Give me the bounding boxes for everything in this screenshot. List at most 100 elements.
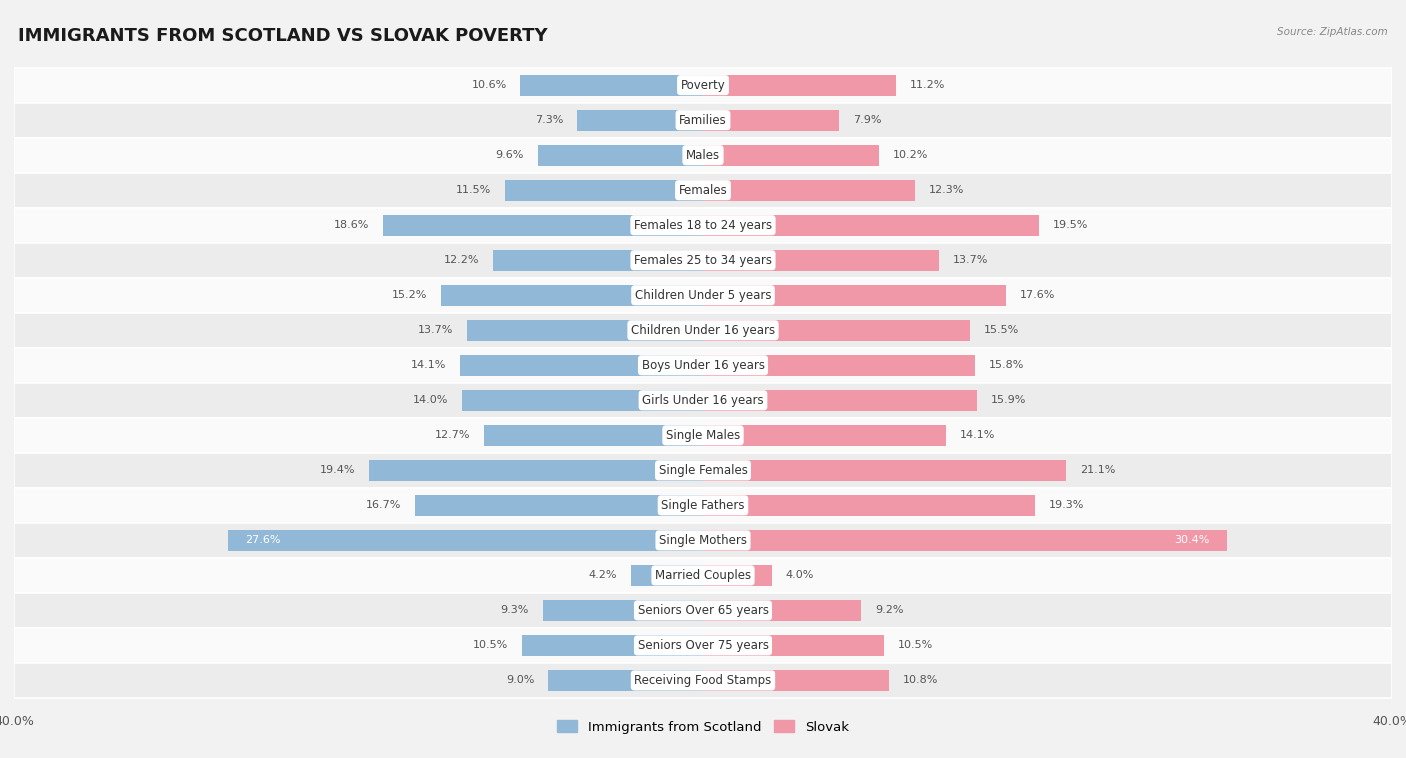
Bar — [14, 558, 1392, 593]
Bar — [461, 390, 703, 411]
Text: Females 25 to 34 years: Females 25 to 34 years — [634, 254, 772, 267]
Text: 15.8%: 15.8% — [988, 360, 1025, 370]
Bar — [703, 565, 772, 586]
Bar — [14, 173, 1392, 208]
Bar — [415, 495, 703, 516]
Bar — [537, 145, 703, 166]
Text: Boys Under 16 years: Boys Under 16 years — [641, 359, 765, 371]
Text: 15.9%: 15.9% — [991, 396, 1026, 406]
Text: Receiving Food Stamps: Receiving Food Stamps — [634, 674, 772, 687]
Bar — [703, 390, 977, 411]
Text: 9.3%: 9.3% — [501, 606, 529, 615]
Bar — [703, 249, 939, 271]
Bar — [703, 355, 976, 376]
Text: Source: ZipAtlas.com: Source: ZipAtlas.com — [1277, 27, 1388, 36]
Legend: Immigrants from Scotland, Slovak: Immigrants from Scotland, Slovak — [557, 720, 849, 734]
Text: Children Under 16 years: Children Under 16 years — [631, 324, 775, 337]
Bar — [703, 110, 839, 130]
Bar — [14, 138, 1392, 173]
Text: 21.1%: 21.1% — [1080, 465, 1115, 475]
Text: Females: Females — [679, 183, 727, 196]
Text: Married Couples: Married Couples — [655, 569, 751, 582]
Text: 15.5%: 15.5% — [984, 325, 1019, 335]
Bar — [703, 460, 1066, 481]
Text: 14.0%: 14.0% — [413, 396, 449, 406]
Bar — [14, 453, 1392, 488]
Text: 4.0%: 4.0% — [786, 570, 814, 581]
Bar — [14, 628, 1392, 663]
Bar — [14, 67, 1392, 102]
Text: Females 18 to 24 years: Females 18 to 24 years — [634, 219, 772, 232]
Bar — [484, 424, 703, 446]
Bar — [703, 320, 970, 341]
Text: 15.2%: 15.2% — [392, 290, 427, 300]
Text: Single Females: Single Females — [658, 464, 748, 477]
Text: 10.6%: 10.6% — [471, 80, 506, 90]
Text: 10.5%: 10.5% — [897, 641, 932, 650]
Text: 16.7%: 16.7% — [366, 500, 402, 510]
Text: 19.4%: 19.4% — [319, 465, 356, 475]
Bar — [703, 215, 1039, 236]
Text: 18.6%: 18.6% — [333, 221, 368, 230]
Bar — [522, 635, 703, 656]
Bar — [467, 320, 703, 341]
Bar — [14, 488, 1392, 523]
Bar — [441, 285, 703, 305]
Bar — [14, 523, 1392, 558]
Text: 7.3%: 7.3% — [536, 115, 564, 125]
Bar — [14, 593, 1392, 628]
Bar — [14, 313, 1392, 348]
Bar — [703, 495, 1035, 516]
Text: 7.9%: 7.9% — [853, 115, 882, 125]
Bar — [703, 285, 1007, 305]
Bar — [14, 208, 1392, 243]
Bar — [548, 670, 703, 691]
Text: 9.6%: 9.6% — [495, 150, 524, 160]
Text: IMMIGRANTS FROM SCOTLAND VS SLOVAK POVERTY: IMMIGRANTS FROM SCOTLAND VS SLOVAK POVER… — [18, 27, 548, 45]
Text: 12.2%: 12.2% — [444, 255, 479, 265]
Text: 27.6%: 27.6% — [245, 535, 280, 545]
Text: Seniors Over 65 years: Seniors Over 65 years — [637, 604, 769, 617]
Bar — [14, 348, 1392, 383]
Bar — [228, 530, 703, 551]
Text: 12.7%: 12.7% — [434, 431, 471, 440]
Text: 9.2%: 9.2% — [875, 606, 904, 615]
Text: Poverty: Poverty — [681, 79, 725, 92]
Bar — [703, 145, 879, 166]
Bar — [14, 243, 1392, 277]
Bar — [14, 383, 1392, 418]
Bar — [703, 530, 1226, 551]
Bar — [368, 460, 703, 481]
Text: Girls Under 16 years: Girls Under 16 years — [643, 394, 763, 407]
Text: 13.7%: 13.7% — [953, 255, 988, 265]
Text: Single Mothers: Single Mothers — [659, 534, 747, 547]
Text: 11.2%: 11.2% — [910, 80, 945, 90]
Bar — [543, 600, 703, 621]
Text: 10.8%: 10.8% — [903, 675, 938, 685]
Bar — [14, 102, 1392, 138]
Bar — [520, 74, 703, 96]
Bar — [703, 74, 896, 96]
Bar — [703, 635, 884, 656]
Text: 19.3%: 19.3% — [1049, 500, 1084, 510]
Text: Single Males: Single Males — [666, 429, 740, 442]
Text: 10.2%: 10.2% — [893, 150, 928, 160]
Text: 14.1%: 14.1% — [960, 431, 995, 440]
Bar — [14, 663, 1392, 698]
Bar — [505, 180, 703, 201]
Text: 14.1%: 14.1% — [411, 360, 446, 370]
Bar — [382, 215, 703, 236]
Text: 30.4%: 30.4% — [1174, 535, 1209, 545]
Bar — [631, 565, 703, 586]
Text: Seniors Over 75 years: Seniors Over 75 years — [637, 639, 769, 652]
Bar — [494, 249, 703, 271]
Bar — [703, 180, 915, 201]
Text: Children Under 5 years: Children Under 5 years — [634, 289, 772, 302]
Text: 4.2%: 4.2% — [588, 570, 617, 581]
Bar — [703, 600, 862, 621]
Bar — [578, 110, 703, 130]
Text: 19.5%: 19.5% — [1053, 221, 1088, 230]
Text: 9.0%: 9.0% — [506, 675, 534, 685]
Bar — [14, 277, 1392, 313]
Bar — [703, 424, 946, 446]
